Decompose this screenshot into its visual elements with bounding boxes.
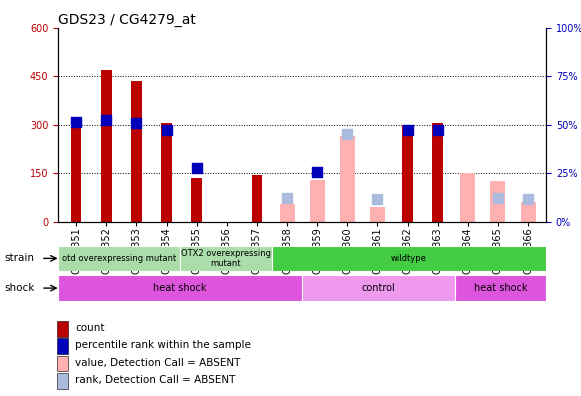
Bar [310, 180, 325, 222]
Bar [279, 204, 295, 222]
Bar [460, 173, 475, 222]
Bar [57, 321, 69, 337]
Bar [131, 81, 142, 222]
Text: heat shock: heat shock [474, 283, 527, 293]
Text: percentile rank within the sample: percentile rank within the sample [76, 340, 251, 350]
Bar [180, 246, 271, 271]
Point [313, 168, 322, 175]
Point [403, 126, 412, 133]
Bar [57, 338, 69, 354]
Point [192, 165, 202, 171]
Bar [370, 207, 385, 222]
Text: strain: strain [5, 253, 35, 263]
Text: heat shock: heat shock [153, 283, 207, 293]
Text: value, Detection Call = ABSENT: value, Detection Call = ABSENT [76, 358, 241, 368]
Bar [272, 246, 546, 271]
Point [102, 117, 111, 123]
Text: otd overexpressing mutant: otd overexpressing mutant [62, 254, 176, 263]
Bar [302, 275, 454, 301]
Bar [57, 373, 69, 389]
Bar [521, 202, 536, 222]
Point [373, 196, 382, 202]
Point [162, 126, 171, 133]
Bar [57, 356, 69, 371]
Bar [58, 246, 180, 271]
Point [433, 126, 442, 133]
Text: control: control [361, 283, 395, 293]
Bar [162, 123, 172, 222]
Bar [454, 275, 546, 301]
Text: GDS23 / CG4279_at: GDS23 / CG4279_at [58, 13, 196, 27]
Text: count: count [76, 323, 105, 333]
Point [523, 196, 533, 202]
Point [132, 120, 141, 126]
Text: wildtype: wildtype [391, 254, 427, 263]
Bar [402, 125, 413, 222]
Text: OTX2 overexpressing
mutant: OTX2 overexpressing mutant [181, 249, 271, 268]
Point [282, 194, 292, 201]
Bar [432, 123, 443, 222]
Bar [490, 181, 505, 222]
Point [343, 131, 352, 137]
Text: shock: shock [5, 283, 35, 293]
Bar [101, 70, 112, 222]
Point [71, 118, 81, 125]
Bar [58, 275, 302, 301]
Text: rank, Detection Call = ABSENT: rank, Detection Call = ABSENT [76, 375, 236, 385]
Bar [191, 178, 202, 222]
Bar [252, 175, 262, 222]
Bar [71, 123, 81, 222]
Bar [340, 136, 355, 222]
Point [493, 194, 503, 201]
